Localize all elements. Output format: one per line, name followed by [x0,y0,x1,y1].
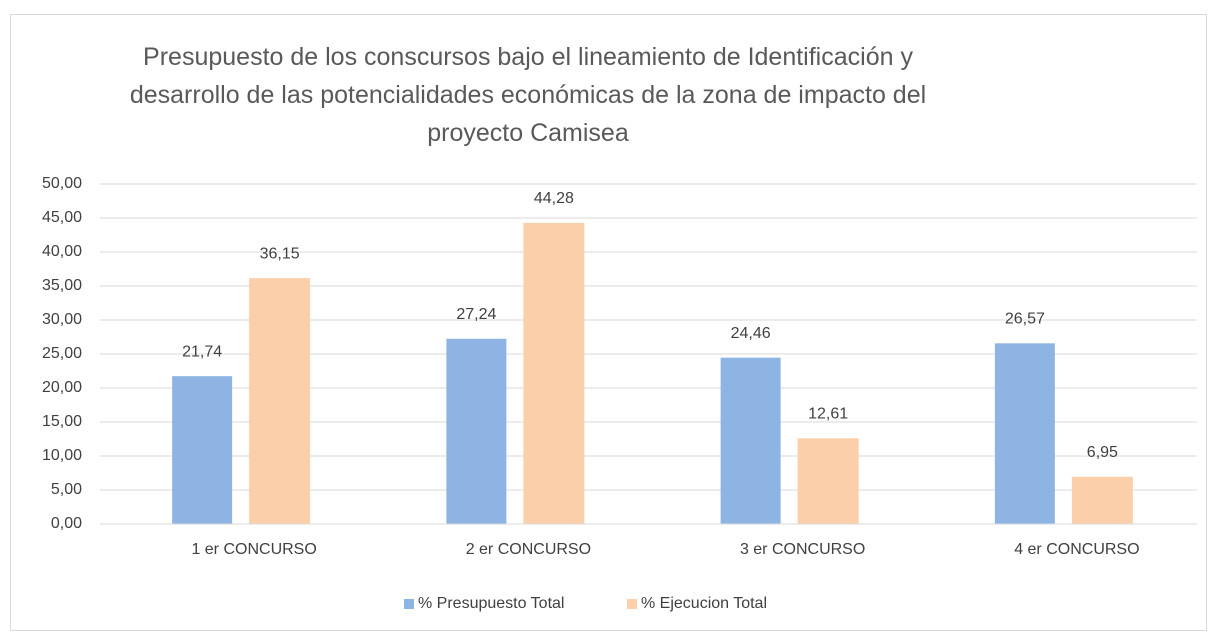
bar [720,357,781,524]
x-tick-label: 2 er CONCURSO [466,541,591,558]
bar [797,438,859,524]
x-tick-label: 1 er CONCURSO [191,541,316,558]
bar [172,376,233,524]
data-label: 21,74 [182,343,222,360]
bar [994,343,1055,524]
bar [249,278,311,524]
y-tick-label: 35,00 [42,277,82,294]
x-tick-label: 4 er CONCURSO [1014,541,1139,558]
data-label: 44,28 [534,190,574,207]
y-tick-label: 5,00 [51,481,82,498]
y-tick-label: 40,00 [42,243,82,260]
y-tick-label: 0,00 [51,515,82,532]
bar [523,222,585,524]
data-label: 12,61 [808,405,848,422]
bar [1071,476,1133,524]
y-tick-label: 20,00 [42,379,82,396]
data-label: 36,15 [260,245,300,262]
y-tick-label: 25,00 [42,345,82,362]
y-tick-label: 45,00 [42,209,82,226]
data-label: 27,24 [456,306,496,323]
y-tick-label: 30,00 [42,311,82,328]
chart-border [10,14,1207,631]
data-label: 6,95 [1087,444,1118,461]
legend-label: % Ejecucion Total [641,595,767,612]
chart-title: Presupuesto de los conscursos bajo el li… [129,43,927,147]
data-label: 24,46 [731,325,771,342]
legend-label: % Presupuesto Total [418,595,564,612]
y-tick-label: 50,00 [42,175,82,192]
x-tick-label: 3 er CONCURSO [740,541,865,558]
y-tick-label: 10,00 [42,447,82,464]
legend-swatch [404,599,414,609]
y-tick-label: 15,00 [42,413,82,430]
legend-swatch [627,599,637,609]
data-label: 26,57 [1005,311,1045,328]
bar [446,338,507,524]
